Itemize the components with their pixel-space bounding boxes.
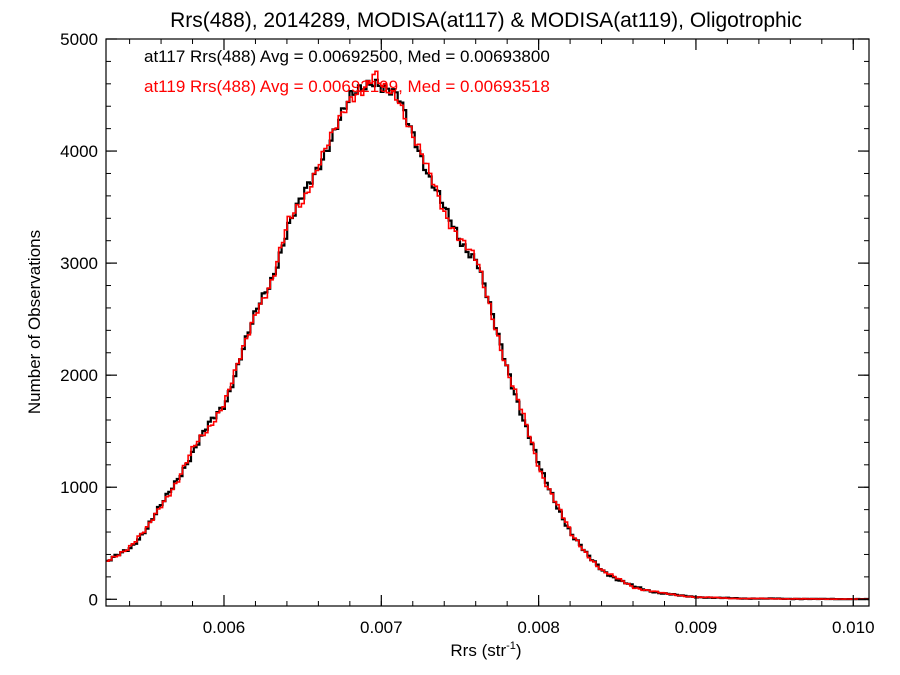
y-tick-label: 2000	[60, 366, 98, 385]
y-tick-label: 4000	[60, 142, 98, 161]
x-tick-label: 0.009	[675, 618, 718, 637]
chart-title: Rrs(488), 2014289, MODISA(at117) & MODIS…	[170, 9, 802, 32]
x-tick-label: 0.006	[203, 618, 246, 637]
x-tick-label: 0.007	[360, 618, 403, 637]
x-tick-label: 0.008	[517, 618, 560, 637]
plot-frame	[105, 38, 870, 607]
y-tick-label: 5000	[60, 30, 98, 49]
annotation-at117: at117 Rrs(488) Avg = 0.00692500, Med = 0…	[144, 47, 550, 66]
series-layer	[106, 70, 869, 601]
y-tick-label: 3000	[60, 254, 98, 273]
y-axis-label: Number of Observations	[25, 230, 44, 414]
x-axis: 0.006 0.007 0.008 0.009 0.010	[129, 39, 875, 637]
y-axis: 0 1000 2000 3000 4000 5000	[60, 30, 869, 609]
y-tick-label: 0	[89, 590, 98, 609]
y-tick-label: 1000	[60, 478, 98, 497]
series-line-at119	[106, 70, 869, 600]
x-axis-label-close: )	[516, 641, 522, 660]
x-axis-label: Rrs (str-1)	[450, 640, 521, 660]
x-tick-label: 0.010	[832, 618, 875, 637]
annotation-at119: at119 Rrs(488) Avg = 0.00692199, Med = 0…	[144, 77, 550, 96]
x-axis-label-text: Rrs (str	[450, 641, 506, 660]
x-axis-label-superscript: -1	[506, 640, 516, 652]
series-line-at117	[106, 78, 869, 601]
